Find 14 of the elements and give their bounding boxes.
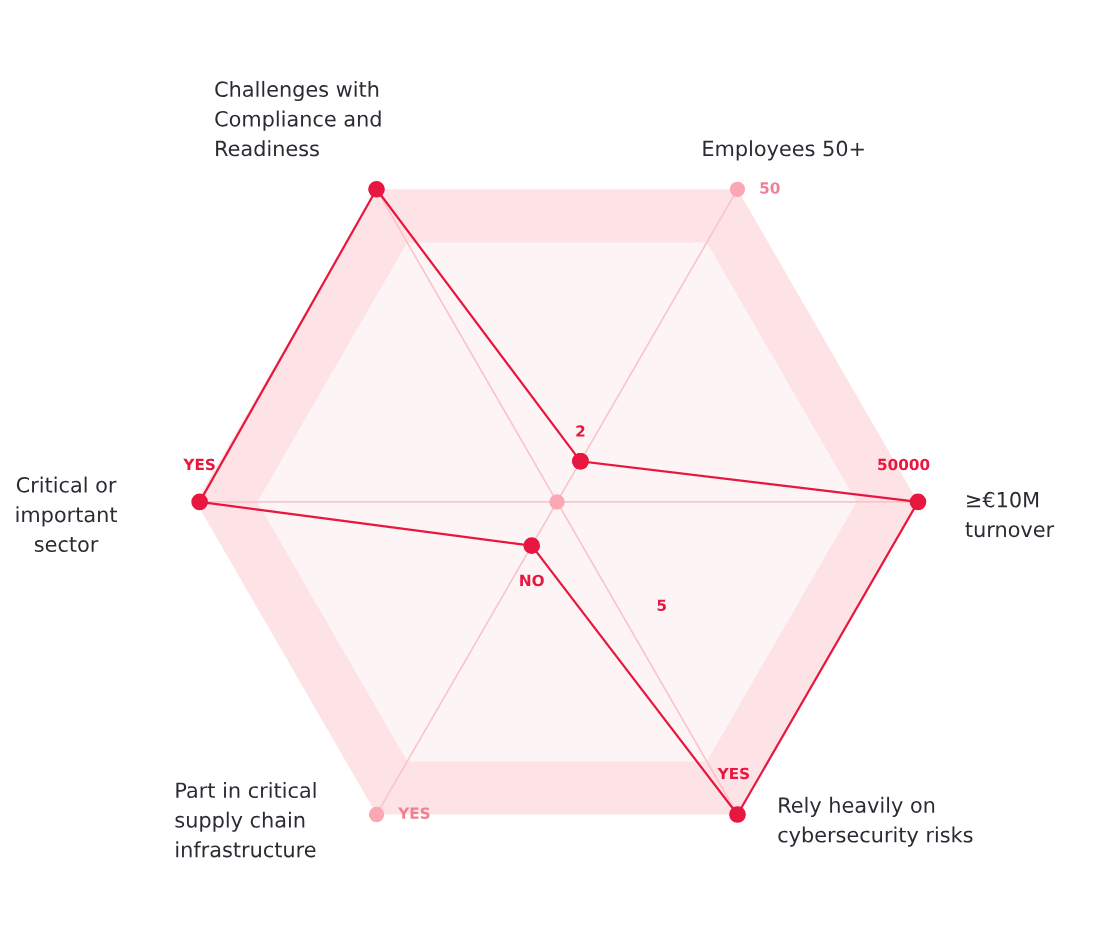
- text: NO: [520, 574, 544, 587]
- text: YES: [183, 458, 215, 471]
- spoke-label: Employees 50+: [703, 140, 864, 161]
- spoke-label: Rely heavily on cybersecurity risks: [778, 796, 973, 847]
- spoke-label: ≥€10M turnover: [965, 491, 1055, 538]
- spoke-label: Challenges with Compliance and Readiness: [215, 80, 381, 157]
- text: 2: [576, 425, 585, 437]
- text: YES: [398, 807, 430, 819]
- text: 5: [657, 599, 666, 612]
- text: 50000: [878, 458, 930, 471]
- spoke-label: Part in critical supply chain infrastructure: [175, 781, 316, 858]
- text: YES: [717, 767, 750, 780]
- text: 50: [760, 182, 780, 194]
- spoke-label: Critical or important sector: [16, 476, 118, 553]
